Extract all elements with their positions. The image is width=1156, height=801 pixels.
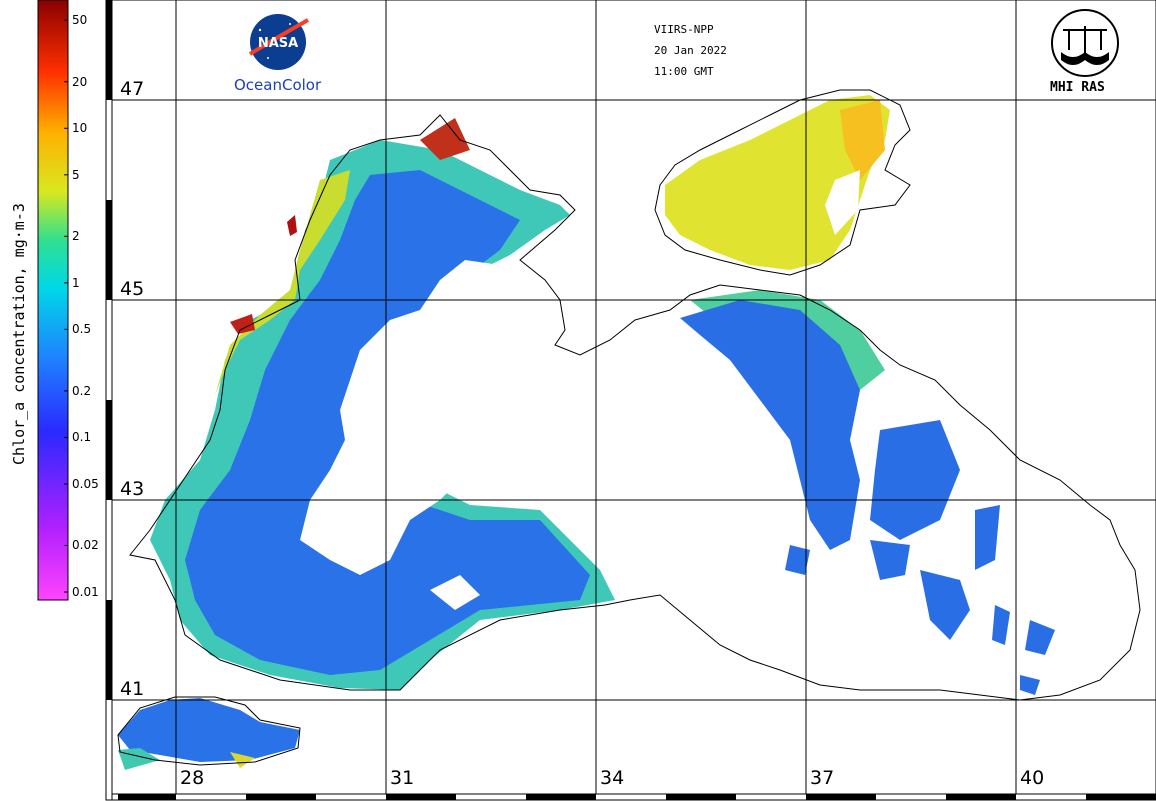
- azov-orange: [840, 100, 885, 180]
- lon-grid: [175, 0, 1017, 800]
- colorbar: [37, 0, 69, 601]
- lon-label-40: 40: [1018, 767, 1047, 789]
- lat-label-45: 45: [118, 278, 147, 300]
- sensor-label: VIIRS-NPP: [654, 23, 714, 36]
- lon-label-37: 37: [808, 767, 837, 789]
- nasa-logo-icon: NASA: [248, 14, 309, 70]
- date-label: 20 Jan 2022: [654, 44, 727, 57]
- east-patch-1: [870, 420, 960, 540]
- east-patch-4: [975, 505, 1000, 570]
- colorbar-tick-label: 1: [72, 275, 80, 290]
- east-patch-5: [785, 545, 810, 575]
- mhi-logo-icon: [1051, 9, 1119, 77]
- colorbar-title: Chlor_a concentration, mg·m-3: [10, 203, 28, 465]
- cloud-gap-1: [300, 260, 520, 575]
- lat-label-43: 43: [118, 478, 147, 500]
- coastline-azov: [654, 89, 911, 276]
- dnieper-estuary: [420, 118, 470, 160]
- odessa-red: [287, 215, 297, 236]
- colorbar-tick-label: 0.1: [72, 430, 92, 445]
- sea-of-marmara: [118, 698, 300, 762]
- colorbar-tick-label: 0.01: [72, 585, 99, 599]
- mhi-label: MHI RAS: [1050, 80, 1105, 95]
- colorbar-tick-label: 20: [72, 74, 88, 89]
- east-patch-3: [920, 570, 970, 640]
- lon-label-28: 28: [178, 767, 207, 789]
- colorbar-tick-label: 0.2: [72, 383, 92, 398]
- colorbar-tick-label: 50: [72, 13, 88, 28]
- east-patch-6: [1025, 620, 1055, 655]
- colorbar-tick-label: 2: [72, 229, 80, 244]
- colorbar-tick-label: 0.02: [72, 538, 99, 553]
- coastline-south-west: [129, 299, 606, 691]
- east-patch-2: [870, 540, 910, 580]
- colorbar-tick-label: 5: [72, 167, 80, 182]
- coastline-north: [294, 114, 801, 356]
- colorbar-tick-label: 10: [72, 121, 88, 136]
- lat-grid: [106, 99, 1156, 701]
- azov-gap: [825, 170, 860, 235]
- colorbar-tick-marks: [64, 19, 68, 593]
- left-scale-bar: [105, 0, 113, 801]
- lon-label-31: 31: [388, 767, 417, 789]
- cloud-gap-2: [430, 575, 480, 610]
- time-label: 11:00 GMT: [654, 65, 714, 78]
- colorbar-tick-label: 0.5: [72, 322, 92, 337]
- nasa-wordmark: NASA: [258, 36, 298, 51]
- east-patch-7: [1020, 675, 1040, 695]
- colorbar-tick-label: 0.05: [72, 476, 99, 491]
- marmara-yellow: [230, 752, 255, 768]
- lon-label-34: 34: [598, 767, 627, 789]
- east-patch-8: [992, 605, 1010, 645]
- east-sea-blue: [680, 300, 860, 550]
- lat-label-47: 47: [118, 78, 147, 100]
- black-sea-interior: [185, 170, 590, 675]
- lat-label-41: 41: [118, 678, 147, 700]
- nw-shelf-yellow: [215, 170, 350, 395]
- coastline-marmara: [117, 696, 301, 766]
- danube-plume: [230, 314, 255, 334]
- coastline-east: [604, 294, 1141, 701]
- bottom-scale-bar: [111, 793, 1156, 801]
- oceancolor-label: OceanColor: [234, 76, 322, 94]
